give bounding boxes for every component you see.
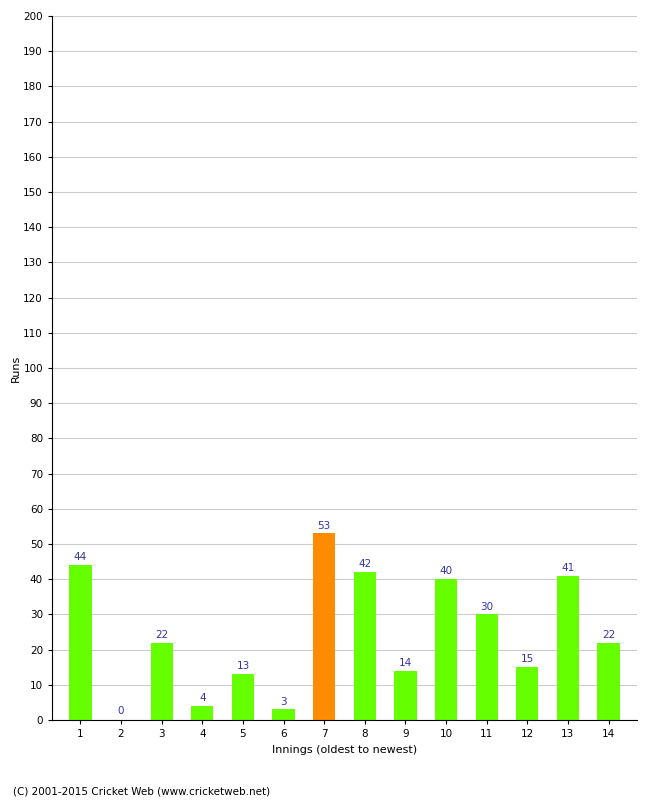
Text: 3: 3 [280, 697, 287, 706]
Bar [516, 667, 538, 720]
Text: 40: 40 [439, 566, 452, 576]
Bar [70, 565, 92, 720]
Bar [313, 534, 335, 720]
Bar [191, 706, 213, 720]
Text: 30: 30 [480, 602, 493, 611]
Text: (C) 2001-2015 Cricket Web (www.cricketweb.net): (C) 2001-2015 Cricket Web (www.cricketwe… [13, 786, 270, 796]
Text: 13: 13 [237, 662, 250, 671]
Bar [354, 572, 376, 720]
Text: 4: 4 [199, 693, 205, 703]
Text: 22: 22 [155, 630, 168, 640]
Text: 44: 44 [74, 552, 87, 562]
Text: 15: 15 [521, 654, 534, 664]
Bar [272, 710, 294, 720]
Bar [476, 614, 498, 720]
Text: 42: 42 [358, 559, 371, 570]
Bar [597, 642, 619, 720]
Text: 0: 0 [118, 706, 124, 716]
Bar [232, 674, 254, 720]
Text: 41: 41 [562, 563, 575, 573]
X-axis label: Innings (oldest to newest): Innings (oldest to newest) [272, 745, 417, 754]
Text: 14: 14 [399, 658, 412, 668]
Bar [557, 576, 579, 720]
Bar [151, 642, 173, 720]
Text: 22: 22 [602, 630, 615, 640]
Bar [395, 670, 417, 720]
Y-axis label: Runs: Runs [10, 354, 20, 382]
Text: 53: 53 [318, 521, 331, 530]
Bar [435, 579, 457, 720]
